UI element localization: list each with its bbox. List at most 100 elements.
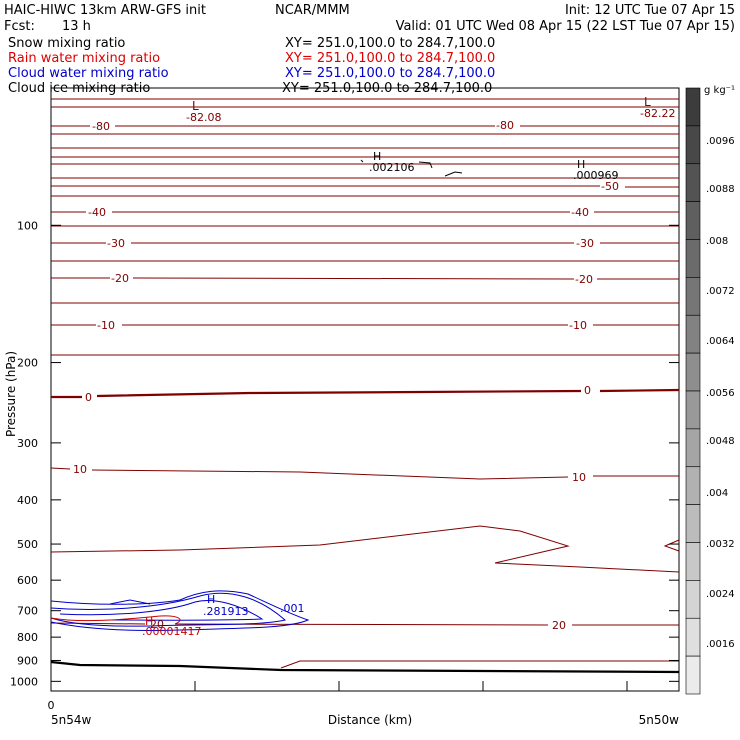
colorbar-unit: g kg⁻¹	[704, 85, 735, 96]
contour-label: .001	[280, 602, 305, 615]
colorbar-bin	[685, 617, 701, 657]
isotherm-zero	[51, 388, 680, 399]
contour-label: 0	[85, 391, 92, 404]
contour-label: -40	[88, 206, 106, 219]
colorbar-bin	[685, 466, 701, 505]
colorbar-bin	[685, 428, 701, 468]
contour-label: -40	[571, 206, 589, 219]
colorbar-tick-label: .0024	[706, 589, 735, 600]
y-axis-title: Pressure (hPa)	[4, 351, 18, 437]
colorbar-bin	[685, 390, 701, 430]
y-tick-label: 200	[17, 357, 38, 370]
ice-contour	[360, 159, 364, 163]
init-time: Init: 12 UTC Tue 07 Apr 15	[565, 3, 735, 18]
isotherm	[51, 277, 679, 280]
cloud-water-max: .281913	[203, 605, 249, 618]
colorbar-bin	[685, 239, 701, 278]
plot-frame	[50, 87, 680, 692]
legend-snow-xy: XY= 251.0,100.0 to 284.7,100.0	[285, 36, 495, 51]
cloud-water-contour	[50, 590, 310, 632]
colorbar-tick-label: .0088	[706, 184, 735, 195]
legend-cloud-water-xy: XY= 251.0,100.0 to 284.7,100.0	[285, 66, 495, 81]
colorbar-bin	[685, 504, 701, 543]
contour-label: 0	[584, 384, 591, 397]
cloud-water-contour	[50, 592, 287, 627]
contour-label: -80	[92, 120, 110, 133]
cloud-water-contours	[50, 590, 310, 632]
colorbar-bin	[685, 163, 701, 202]
colorbar-bin	[685, 352, 701, 392]
y-tick-label: 1000	[10, 675, 38, 688]
isotherm	[663, 539, 680, 552]
rain-water-contours	[50, 615, 181, 625]
temperature-contours	[50, 98, 680, 669]
cloud-ice-max: .002106	[369, 161, 415, 174]
forecast-hour: 13 h	[62, 19, 91, 34]
x-axis-title: Distance (km)	[328, 713, 412, 727]
rain-water-labels: H .00001417	[142, 615, 202, 638]
extremum-L: L	[192, 99, 199, 113]
colorbar-bin	[685, 125, 701, 165]
colorbar-tick-label: .0016	[706, 639, 735, 650]
colorbar-tick-label: .0056	[706, 388, 735, 399]
cloud-ice-max: .000969	[573, 169, 619, 182]
y-tick-label: 500	[17, 538, 38, 551]
y-tick-label: 300	[17, 437, 38, 450]
contour-label: -50	[601, 180, 619, 193]
rain-water-max: .00001417	[142, 625, 202, 638]
x-start-label: 5n54w	[51, 713, 92, 727]
contour-label: -30	[576, 237, 594, 250]
contour-label: -82.08	[186, 111, 221, 124]
cloud-ice-labels: H .002106 H .000969	[369, 150, 619, 182]
contour-label: 20	[150, 618, 164, 631]
ice-contour	[418, 161, 433, 169]
org-label: NCAR/MMM	[275, 3, 350, 18]
extremum-H: H	[207, 593, 215, 606]
colorbar-tick-label: .0096	[706, 136, 735, 147]
rain-water-contour	[50, 615, 181, 625]
contour-label: -30	[107, 237, 125, 250]
contour-label: -10	[569, 319, 587, 332]
legend-snow-label: Snow mixing ratio	[8, 36, 125, 51]
legend-rain-xy: XY= 251.0,100.0 to 284.7,100.0	[285, 51, 495, 66]
y-tick-label: 700	[17, 605, 38, 618]
contour-label: -20	[575, 273, 593, 286]
y-tick-label: 900	[17, 654, 38, 667]
colorbar-bin	[685, 655, 701, 695]
contour-label: 10	[572, 471, 586, 484]
extremum-H: H	[373, 150, 381, 163]
legend-rain-label: Rain water mixing ratio	[8, 51, 160, 66]
colorbar-bin	[685, 277, 701, 316]
contour-label: -20	[111, 272, 129, 285]
colorbar-bin	[685, 580, 701, 619]
extremum-H: H	[577, 158, 585, 171]
forecast-label: Fcst:	[4, 19, 35, 34]
colorbar-tick-label: .0064	[706, 336, 735, 347]
ice-contour	[444, 171, 463, 177]
cloud-ice-contours	[360, 159, 463, 177]
x-end-label: 5n50w	[639, 713, 680, 727]
temperature-labels: -80 L -82.08 -80 L -82.22 -50 -40 -40 -3…	[73, 95, 675, 632]
colorbar-bin	[685, 542, 701, 581]
colorbar-tick-label: .0048	[706, 436, 735, 447]
model-title: HAIC-HIWC 13km ARW-GFS init	[4, 3, 206, 18]
colorbar-bin	[685, 201, 701, 240]
x-axis	[50, 681, 628, 691]
contour-label: -82.22	[640, 107, 675, 120]
colorbar-tick-label: .008	[706, 236, 728, 247]
terrain-boundary	[50, 660, 680, 674]
colorbar-bin	[685, 314, 701, 354]
isotherm	[280, 660, 679, 669]
colorbar-bin	[685, 87, 701, 127]
colorbar-tick-label: .0032	[706, 539, 735, 550]
cloud-water-contour	[109, 599, 151, 605]
field-legend: Snow mixing ratio XY= 251.0,100.0 to 284…	[8, 36, 495, 96]
valid-time: Valid: 01 UTC Wed 08 Apr 15 (22 LST Tue …	[396, 19, 735, 34]
isotherm	[51, 185, 679, 188]
contour-label: -10	[97, 319, 115, 332]
y-tick-label: 800	[17, 631, 38, 644]
extremum-L: L	[644, 95, 651, 109]
colorbar: .0096 .0088 .008 .0072 .0064 .0056 .0048 .004 .0…	[685, 87, 735, 695]
x-origin-label: 0	[48, 699, 55, 712]
